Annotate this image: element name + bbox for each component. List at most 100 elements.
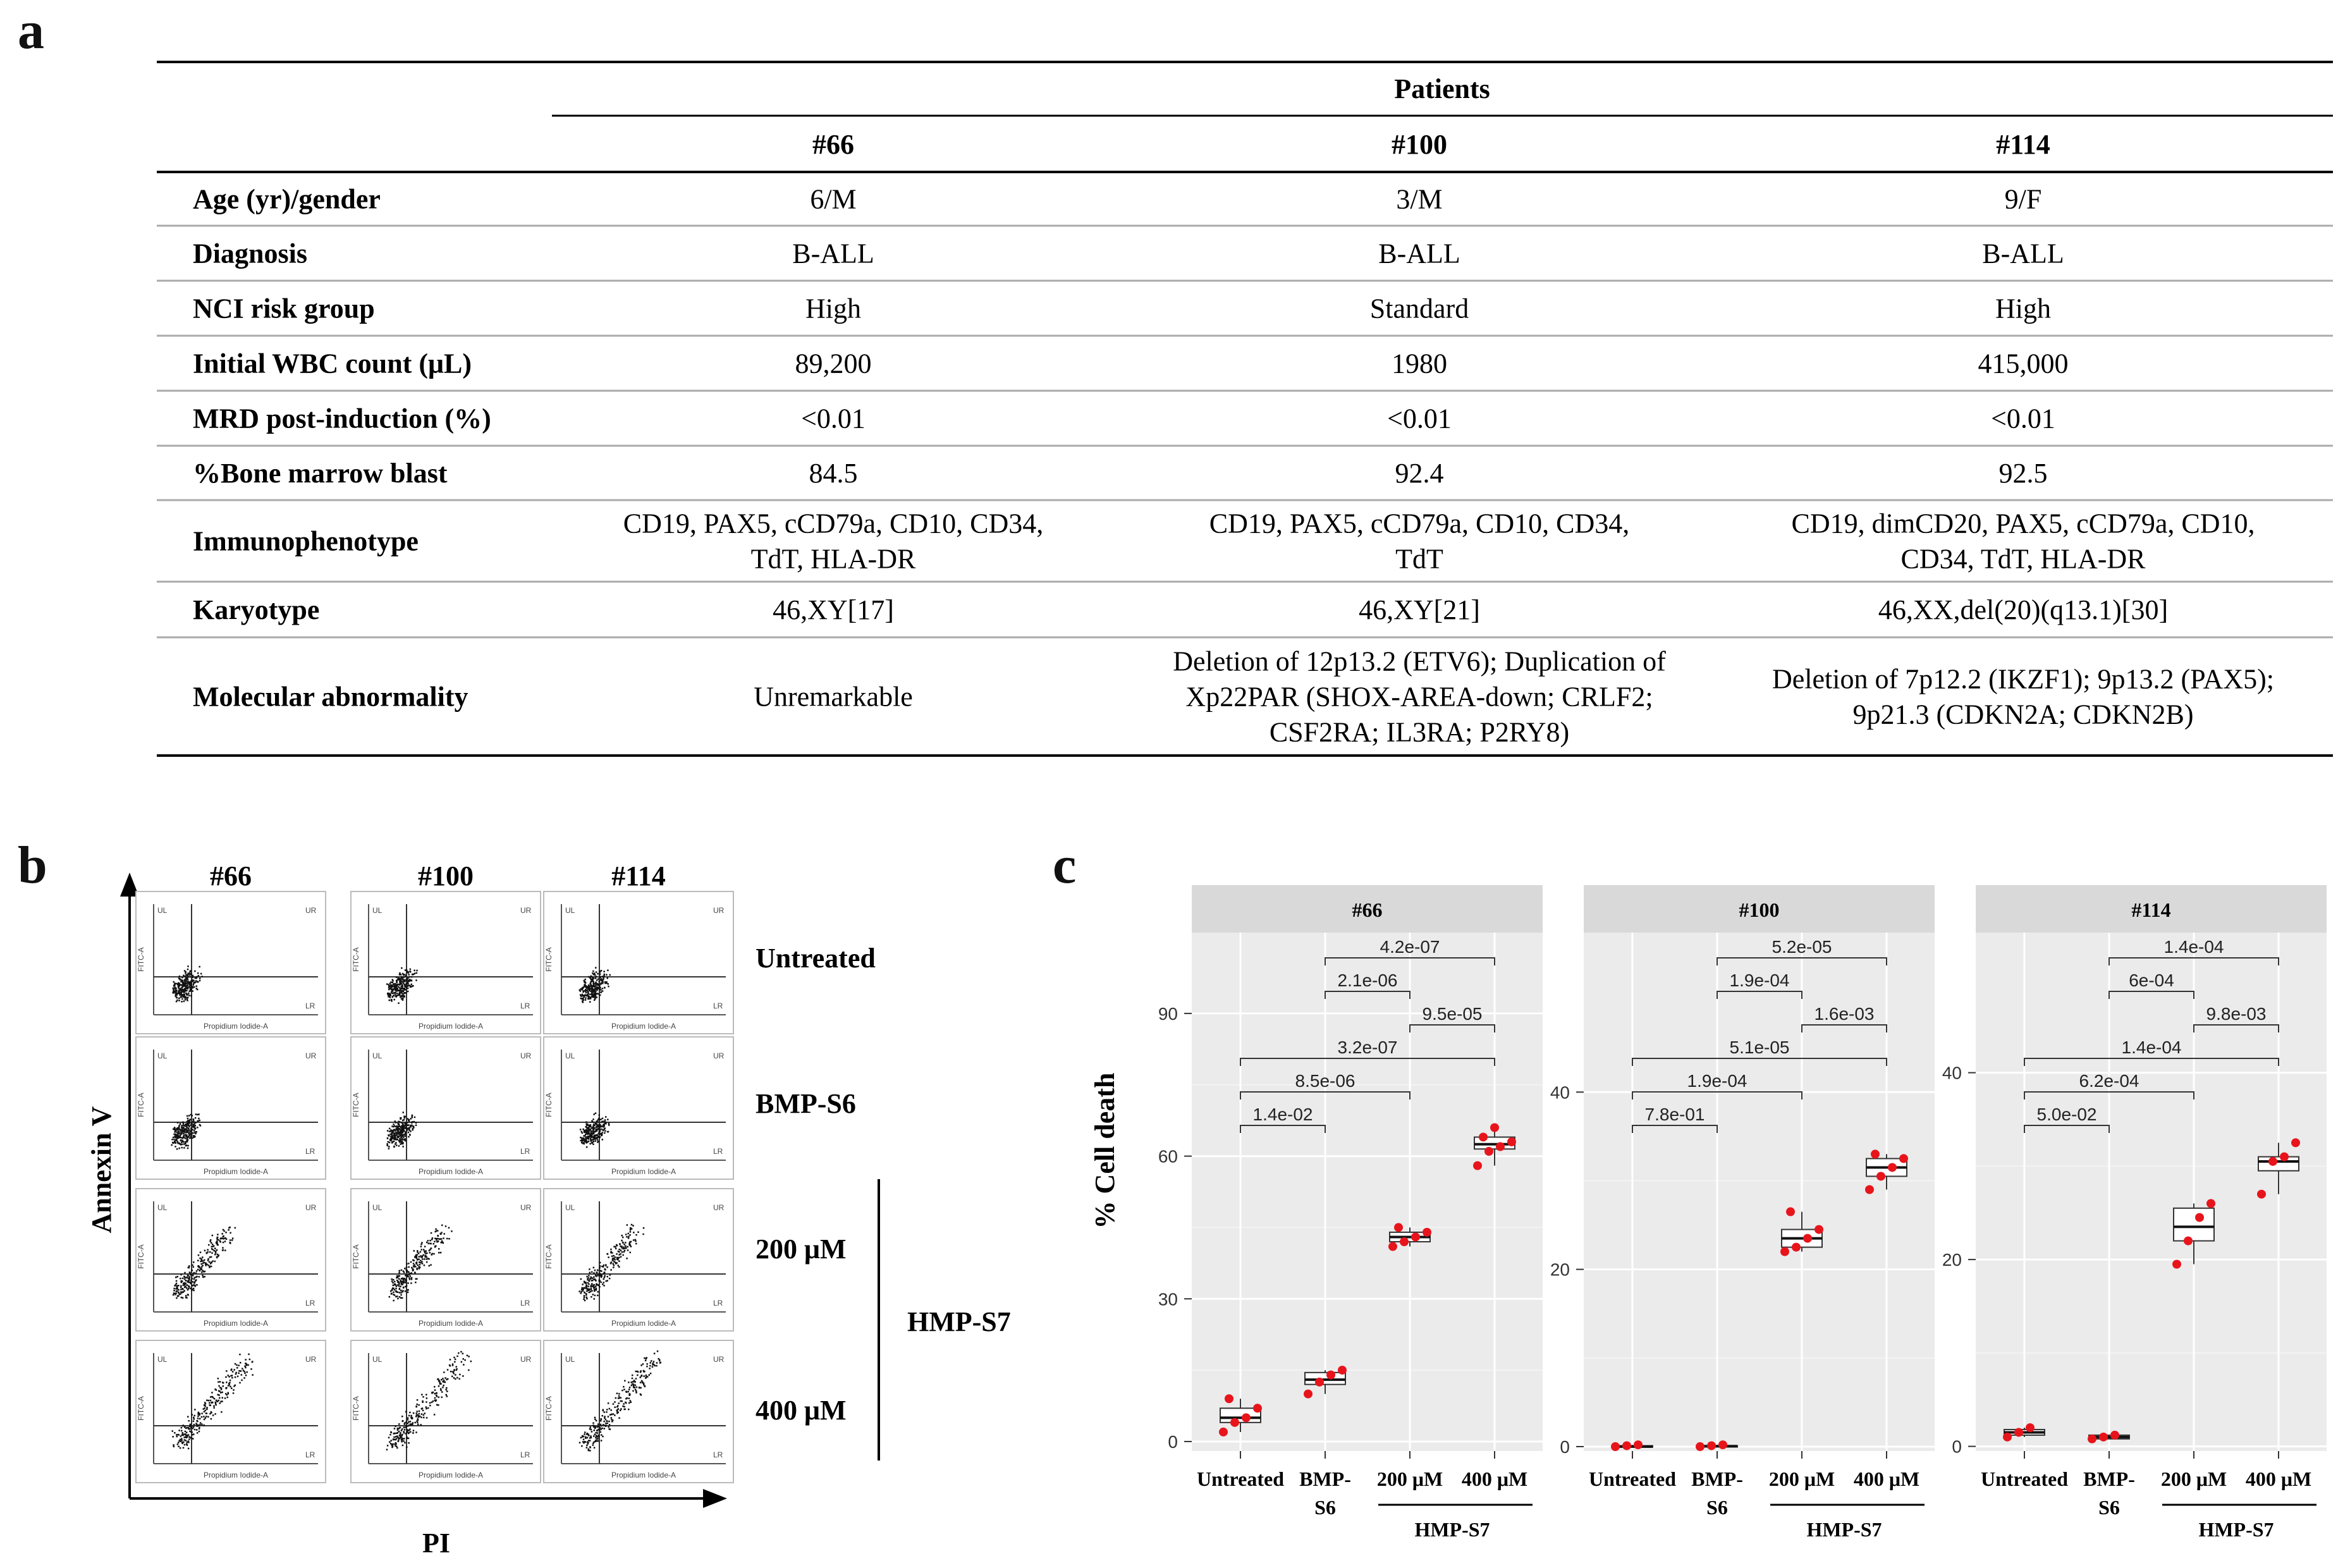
flow-plot-frame — [543, 1340, 734, 1483]
chart-y-label: % Cell death — [1089, 1073, 1120, 1229]
table-cell: CSF2RA; IL3RA; P2RY8) — [1270, 717, 1569, 748]
flow-plot: UL UR LR Propidium Iodide-A FITC-A — [350, 1036, 541, 1180]
quadrant-label-ul: UL — [157, 1051, 168, 1060]
data-point — [1230, 1418, 1239, 1427]
quadrant-label-lr: LR — [520, 1147, 530, 1156]
table-cell: 415,000 — [1978, 348, 2069, 379]
x-category-label: S6 — [2098, 1496, 2120, 1519]
inner-x-label: Propidium Iodide-A — [419, 1167, 483, 1176]
significance-bracket — [1240, 1091, 1411, 1099]
table-column-header: #100 — [1392, 129, 1447, 160]
quadrant-label-ur: UR — [520, 1355, 532, 1364]
p-value-label: 6.2e-04 — [2079, 1071, 2139, 1091]
flow-event-dots — [171, 1113, 202, 1150]
flow-plot: UL UR LR Propidium Iodide-A FITC-A — [543, 1036, 734, 1180]
quadrant-label-lr: LR — [305, 1299, 315, 1308]
flow-plot: UL UR LR Propidium Iodide-A FITC-A — [135, 1188, 326, 1332]
quadrant-label-ur: UR — [520, 1203, 532, 1212]
significance-bracket — [1632, 1091, 1802, 1099]
quadrant-label-ur: UR — [713, 1051, 725, 1060]
quadrant-label-ul: UL — [565, 1203, 575, 1212]
flow-plot: UL UR LR Propidium Iodide-A FITC-A — [543, 1340, 734, 1483]
flow-plot-frame — [350, 1036, 541, 1180]
table-group-header: Patients — [1394, 73, 1490, 104]
quadrant-label-lr: LR — [305, 1001, 315, 1010]
panel-label-c: c — [1053, 836, 1077, 895]
table-cell: CD19, PAX5, cCD79a, CD10, CD34, — [623, 508, 1044, 539]
facet-strip — [1192, 885, 1543, 933]
inner-y-label: FITC-A — [352, 1244, 360, 1269]
significance-bracket — [1717, 991, 1802, 999]
flow-event-dots — [578, 1223, 645, 1302]
significance-bracket — [2024, 1125, 2110, 1133]
p-value-label: 2.1e-06 — [1338, 971, 1398, 990]
y-tick-label: 0 — [1952, 1437, 1962, 1457]
significance-bracket — [1717, 957, 1887, 965]
significance-bracket — [1240, 1058, 1495, 1066]
flow-column-label: #100 — [418, 861, 474, 891]
data-point — [1490, 1123, 1499, 1132]
quadrant-label-ur: UR — [305, 1203, 317, 1212]
table-cell: Deletion of 12p13.2 (ETV6); Duplication … — [1173, 646, 1666, 677]
data-point — [1219, 1427, 1228, 1436]
y-tick-label: 60 — [1158, 1147, 1178, 1167]
quadrant-label-lr: LR — [520, 1299, 530, 1308]
flow-column-label: #114 — [611, 861, 666, 891]
p-value-label: 1.6e-03 — [1815, 1004, 1875, 1024]
quadrant-label-ul: UL — [372, 1051, 382, 1060]
flow-row-label: 400 μM — [756, 1395, 846, 1426]
x-group-label: HMP-S7 — [2198, 1518, 2274, 1541]
flow-plot-frame — [350, 1340, 541, 1483]
data-point — [1876, 1172, 1885, 1181]
data-point — [1479, 1132, 1488, 1142]
annexin-axis-arrowhead — [120, 873, 139, 897]
inner-y-label: FITC-A — [352, 947, 360, 972]
flow-row-label: 200 μM — [756, 1234, 846, 1265]
data-point — [1315, 1377, 1324, 1387]
quadrant-label-ul: UL — [372, 1203, 382, 1212]
table-column-header: #66 — [812, 129, 854, 160]
flow-plot-frame — [350, 1188, 541, 1332]
x-axis-title: PI — [422, 1528, 450, 1559]
significance-bracket — [1632, 1125, 1718, 1133]
box-iqr — [2173, 1207, 2215, 1242]
table-row-label: Diagnosis — [193, 238, 307, 269]
data-point — [1242, 1413, 1251, 1423]
flow-event-dots — [578, 967, 611, 1003]
data-point — [1786, 1207, 1795, 1216]
data-point — [1496, 1142, 1505, 1151]
inner-y-label: FITC-A — [137, 1093, 145, 1117]
data-point — [1780, 1247, 1789, 1256]
significance-bracket — [1325, 991, 1411, 999]
data-point — [2195, 1213, 2204, 1222]
table-row-label: MRD post-induction (%) — [193, 403, 491, 434]
table-cell: CD19, dimCD20, PAX5, cCD79a, CD10, — [1792, 508, 2255, 539]
p-value-label: 5.0e-02 — [2037, 1105, 2097, 1124]
quadrant-label-ur: UR — [305, 906, 317, 915]
data-point — [1253, 1404, 1262, 1413]
significance-bracket — [1325, 957, 1495, 965]
table-cell: <0.01 — [801, 403, 866, 434]
flow-plot: UL UR LR Propidium Iodide-A FITC-A — [350, 891, 541, 1034]
panel-label-a: a — [18, 1, 44, 60]
flow-event-dots — [578, 1350, 661, 1452]
table-cell: 89,200 — [795, 348, 872, 379]
facet: #114 0 20 40 1.4e-04 6e-04 9.8e-03 1.4e-04 6.2e-… — [1942, 885, 2327, 1541]
quadrant-label-lr: LR — [713, 1147, 723, 1156]
x-group-label: HMP-S7 — [1414, 1518, 1490, 1541]
table-cell: TdT — [1395, 544, 1443, 575]
plot-background — [1192, 933, 1543, 1451]
p-value-label: 4.2e-07 — [1380, 937, 1440, 957]
table-row-label: Initial WBC count (μL) — [193, 348, 472, 379]
inner-y-label: FITC-A — [544, 1396, 553, 1421]
data-point — [1423, 1227, 1431, 1237]
data-point — [1871, 1149, 1880, 1159]
flow-plot-frame — [543, 1036, 734, 1180]
x-group-label: HMP-S7 — [1806, 1518, 1882, 1541]
significance-bracket — [1240, 1125, 1326, 1133]
inner-y-label: FITC-A — [352, 1396, 360, 1421]
table-cell: CD34, TdT, HLA-DR — [1900, 544, 2146, 575]
y-tick-label: 20 — [1942, 1250, 1962, 1270]
data-point — [1394, 1223, 1403, 1232]
table-cell: High — [805, 293, 861, 324]
